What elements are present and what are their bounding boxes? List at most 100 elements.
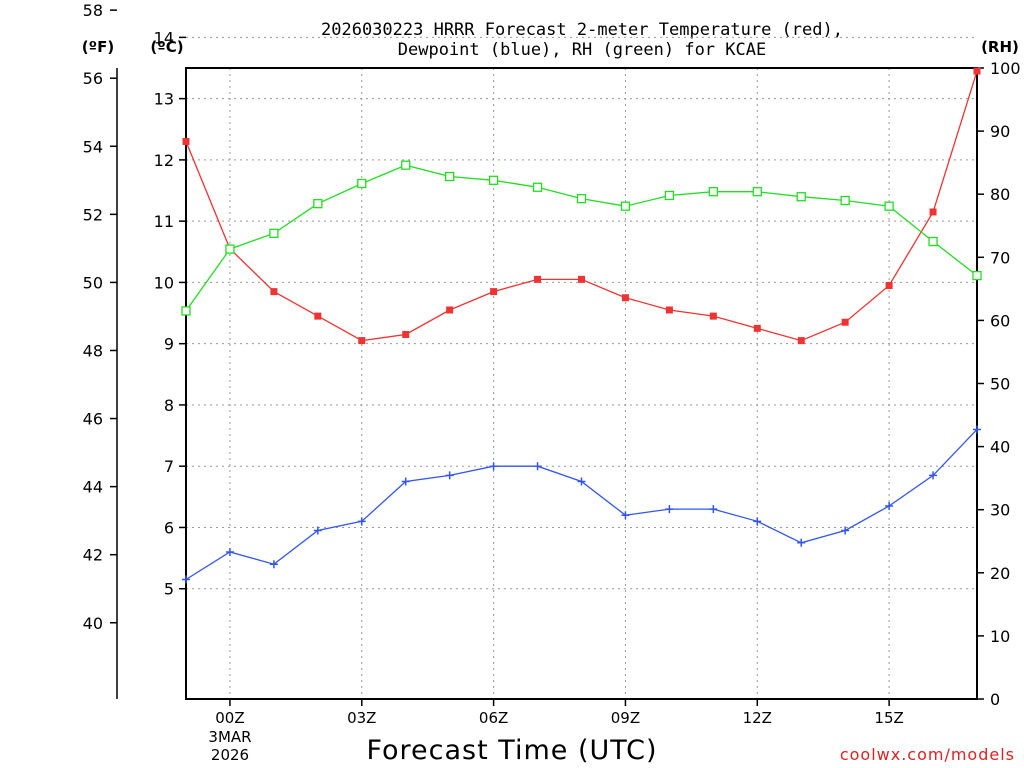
point-dewpoint: [797, 538, 806, 547]
fahrenheit-tick-label: 50: [83, 273, 103, 292]
point-temperature: [446, 306, 454, 314]
fahrenheit-tick-label: 56: [83, 69, 103, 88]
fahrenheit-tick-label: 48: [83, 341, 103, 360]
rh-tick-label: 10: [990, 627, 1010, 646]
point-dewpoint: [709, 505, 718, 514]
point-rh: [357, 178, 367, 189]
point-temperature: [753, 324, 761, 332]
celsius-tick-label: 7: [164, 457, 174, 476]
point-rh: [488, 175, 499, 185]
point-dewpoint: [973, 425, 981, 434]
credit-label: coolwx.com/models: [840, 745, 1015, 764]
point-temperature: [973, 67, 981, 75]
x-tick-label: 03Z: [347, 709, 376, 727]
point-rh: [225, 244, 235, 254]
point-temperature: [709, 312, 717, 320]
date-label-month: 3MAR: [208, 728, 251, 746]
celsius-tick-label: 5: [164, 580, 174, 599]
rh-tick-label: 50: [990, 375, 1010, 394]
point-rh: [884, 201, 894, 211]
point-temperature: [182, 138, 190, 146]
point-temperature: [402, 330, 410, 338]
fahrenheit-unit-label: (ºF): [82, 38, 114, 56]
point-rh: [620, 201, 631, 211]
celsius-tick-label: 8: [164, 396, 174, 415]
series-line-temperature: [185, 70, 978, 342]
fahrenheit-tick-label: 40: [83, 614, 103, 633]
fahrenheit-tick-label: 42: [83, 546, 103, 565]
fahrenheit-tick-label: 54: [83, 137, 103, 156]
fahrenheit-tick-label: 52: [83, 205, 103, 224]
point-temperature: [797, 337, 805, 345]
rh-unit-label: (RH): [981, 38, 1019, 56]
point-rh: [445, 171, 455, 182]
series-line-rh: [185, 164, 978, 312]
rh-axis: 0 10 20 30 40 50 60 70 80 90 100: [977, 59, 1021, 709]
x-tick-label: 15Z: [874, 709, 903, 727]
rh-tick-label: 80: [990, 185, 1010, 204]
point-rh: [269, 228, 279, 238]
x-tick-label: 00Z: [215, 709, 244, 727]
point-temperature: [885, 281, 893, 289]
celsius-tick-label: 6: [164, 518, 174, 537]
grid-layer: [186, 36, 977, 699]
x-axis-label: Forecast Time (UTC): [366, 735, 657, 766]
series-rh: [181, 160, 982, 316]
point-temperature: [578, 275, 585, 283]
point-rh: [181, 306, 191, 316]
celsius-tick-label: 13: [154, 90, 174, 109]
fahrenheit-tick-label: 44: [83, 478, 103, 497]
point-temperature: [665, 306, 673, 314]
x-tick-label: 06Z: [479, 709, 508, 727]
point-rh: [708, 187, 718, 197]
series-dewpoint: [182, 425, 981, 584]
point-temperature: [929, 208, 937, 216]
rh-tick-label: 30: [990, 501, 1010, 520]
celsius-tick-label: 9: [164, 335, 174, 354]
point-dewpoint: [577, 477, 586, 486]
point-dewpoint: [445, 471, 454, 480]
point-dewpoint: [357, 517, 366, 526]
series-temperature: [182, 67, 981, 345]
point-dewpoint: [401, 477, 410, 486]
point-rh: [313, 199, 323, 209]
rh-tick-label: 60: [990, 311, 1010, 330]
point-rh: [840, 195, 850, 206]
point-dewpoint: [225, 547, 234, 556]
point-dewpoint: [269, 560, 278, 569]
x-tick-label: 12Z: [743, 709, 772, 727]
fahrenheit-tick-label: 46: [83, 410, 103, 429]
point-rh: [576, 193, 587, 204]
celsius-axis: 5 6 7 8 9 10 11 12 13 14: [154, 28, 186, 599]
point-temperature: [841, 318, 849, 326]
fahrenheit-axis: 40 42 44 46 48 50 52 54 56 58: [83, 1, 117, 633]
rh-tick-label: 90: [990, 122, 1010, 141]
celsius-tick-label: 11: [154, 212, 174, 231]
point-dewpoint: [885, 502, 894, 511]
point-rh: [928, 236, 938, 247]
plot-frame: [185, 67, 978, 700]
celsius-tick-label: 14: [154, 28, 174, 47]
point-temperature: [314, 312, 322, 320]
rh-tick-label: 40: [990, 438, 1010, 457]
point-temperature: [534, 275, 542, 283]
rh-tick-label: 0: [990, 690, 1000, 709]
date-label-year: 2026: [211, 746, 249, 764]
point-temperature: [621, 294, 629, 302]
rh-tick-label: 20: [990, 564, 1010, 583]
series-line-dewpoint: [185, 428, 978, 581]
x-tick-label: 09Z: [611, 709, 640, 727]
point-temperature: [358, 337, 366, 345]
point-dewpoint: [489, 462, 498, 471]
point-dewpoint: [621, 511, 630, 520]
rh-tick-label: 100: [990, 59, 1021, 78]
point-dewpoint: [929, 471, 938, 480]
point-temperature: [270, 288, 278, 296]
point-dewpoint: [533, 462, 542, 471]
point-rh: [796, 192, 806, 202]
chart-title-line1: 2026030223 HRRR Forecast 2-meter Tempera…: [321, 20, 843, 40]
point-dewpoint: [753, 517, 762, 526]
fahrenheit-tick-label: 58: [83, 1, 103, 20]
celsius-tick-label: 12: [154, 151, 174, 170]
